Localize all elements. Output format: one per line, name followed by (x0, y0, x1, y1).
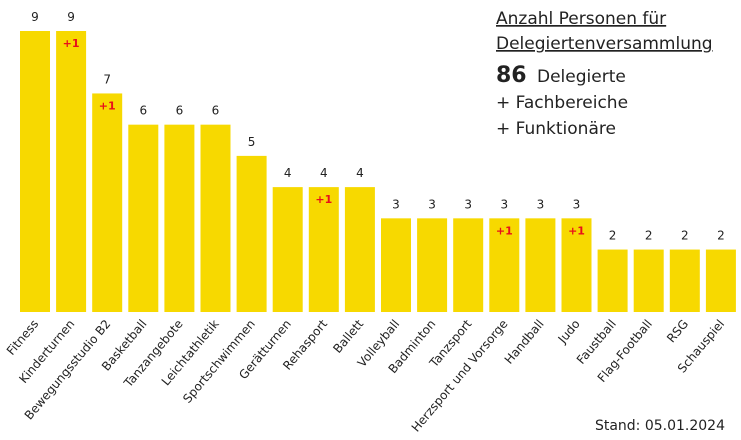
bar (489, 218, 520, 312)
x-tick-label: Ballett (330, 317, 366, 356)
bar (128, 124, 159, 313)
value-label: 2 (645, 229, 653, 243)
chart-title: Delegiertenversammlung (496, 34, 713, 54)
bar (56, 31, 87, 312)
value-label: 3 (573, 197, 581, 211)
value-label: 3 (392, 197, 400, 211)
value-label: 3 (537, 197, 545, 211)
bar (164, 124, 195, 313)
bar (20, 31, 50, 312)
bar (417, 218, 448, 312)
bar (272, 187, 303, 312)
bar (669, 249, 700, 312)
headline-number: 86 (496, 63, 527, 88)
bar (633, 249, 664, 312)
bar (308, 187, 339, 312)
value-label: 6 (176, 104, 184, 118)
value-label: 6 (139, 104, 147, 118)
value-label: 5 (248, 135, 256, 149)
value-label: 9 (31, 10, 39, 24)
value-label: 3 (464, 197, 472, 211)
value-label: 7 (103, 72, 111, 86)
bar (705, 249, 736, 312)
x-tick-label: RSG (664, 317, 691, 345)
extra-line: + Fachbereiche (496, 93, 628, 113)
footnote: Stand: 05.01.2024 (595, 418, 725, 434)
value-label: 2 (609, 229, 617, 243)
bar (597, 249, 628, 312)
x-tick-label: Judo (555, 317, 583, 347)
value-label: 6 (212, 104, 220, 118)
bar-note: +1 (315, 193, 332, 206)
bar-note: +1 (496, 224, 513, 237)
bar (381, 218, 411, 312)
x-tick-label: Fitness (4, 317, 41, 358)
value-label: 4 (356, 166, 364, 180)
extra-line: + Funktionäre (496, 119, 616, 139)
value-label: 9 (67, 10, 75, 24)
bar (200, 124, 231, 313)
bar-note: +1 (99, 99, 116, 112)
value-label: 4 (320, 166, 328, 180)
headline-text: Delegierte (537, 67, 626, 87)
chart-title: Anzahl Personen für (496, 9, 666, 29)
bar (236, 155, 267, 312)
bar (525, 218, 556, 312)
bar (344, 187, 375, 312)
bar-note: +1 (63, 37, 80, 50)
value-label: 2 (681, 229, 689, 243)
bar (561, 218, 592, 312)
value-label: 3 (500, 197, 508, 211)
value-label: 4 (284, 166, 292, 180)
bar (453, 218, 484, 312)
value-label: 3 (428, 197, 436, 211)
bar (92, 93, 123, 312)
value-label: 2 (717, 229, 725, 243)
bar-note: +1 (568, 224, 585, 237)
